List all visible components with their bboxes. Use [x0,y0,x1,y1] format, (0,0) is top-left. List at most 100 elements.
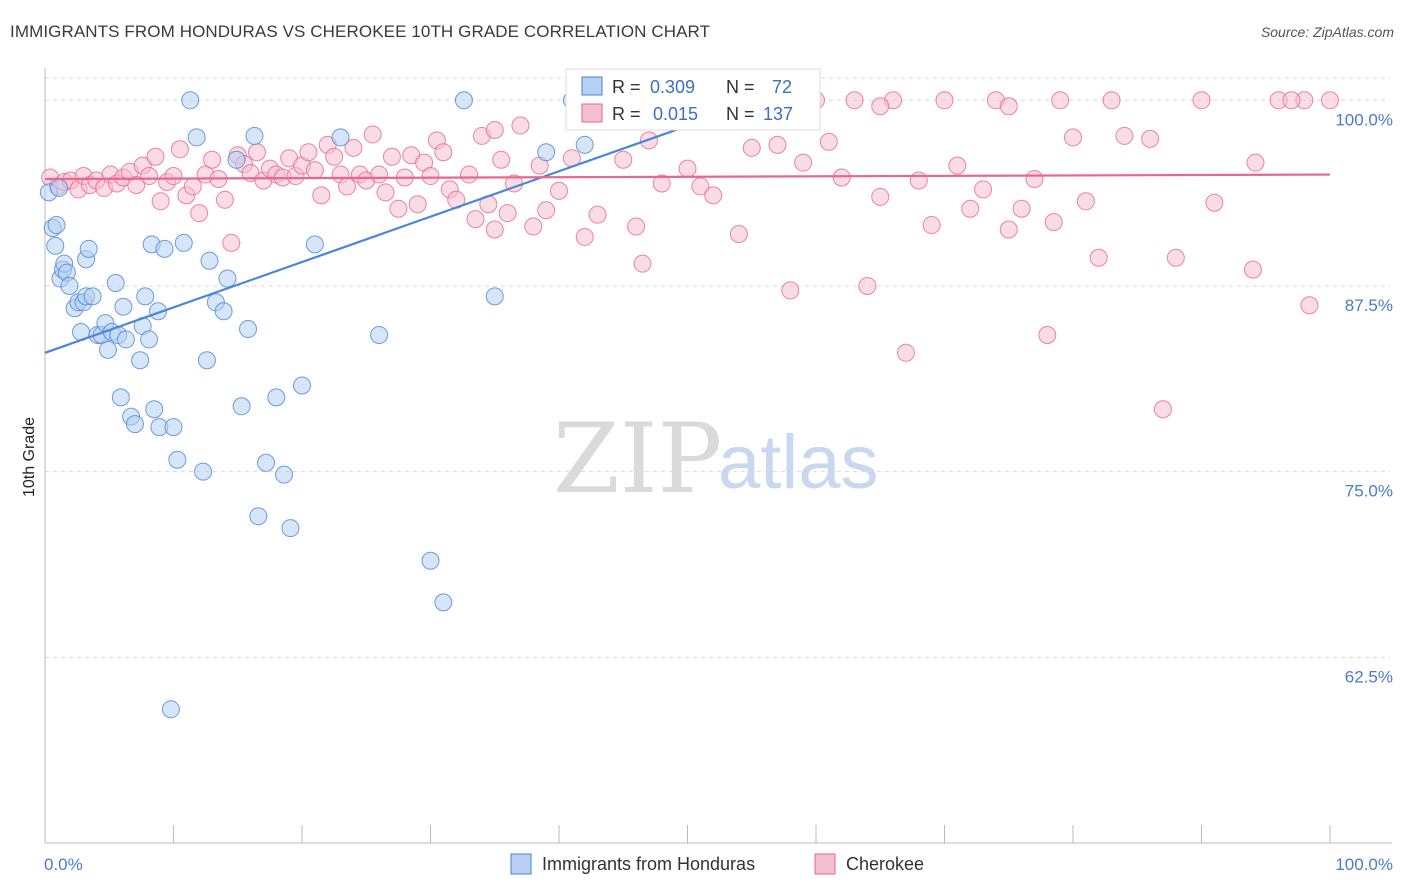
cherokee-point-96 [794,153,813,172]
honduras-point-8 [60,276,79,295]
cherokee-point-126 [1205,193,1224,212]
cherokee-point-42 [312,186,331,205]
cherokee-point-92 [742,138,761,157]
cherokee-point-122 [1141,129,1160,148]
honduras-point-66 [575,135,594,154]
stats-n-label-pink: N = [726,104,755,124]
honduras-point-33 [145,400,164,419]
cherokee-point-69 [492,150,511,169]
source-label: Source: ZipAtlas.com [1260,24,1394,40]
cherokee-point-13 [127,175,146,194]
cherokee-point-27 [215,190,234,209]
honduras-point-58 [331,128,350,147]
cherokee-point-61 [434,143,453,162]
cherokee-point-25 [203,150,222,169]
cherokee-point-65 [466,210,485,229]
cherokee-point-23 [190,204,209,223]
cherokee-point-75 [537,201,556,220]
honduras-point-31 [140,330,159,349]
stats-box: R = 0.309 N = 72 R = 0.015 N = 137 [565,68,821,131]
cherokee-point-20 [170,140,189,159]
stats-n-value-pink: 137 [763,104,793,124]
cherokee-point-87 [678,159,697,178]
cherokee-point-83 [633,254,652,273]
honduras-point-36 [155,239,174,258]
cherokee-point-101 [858,276,877,295]
y-tick-label-0: 62.5% [1345,667,1393,686]
cherokee-point-79 [588,205,607,224]
cherokee-point-121 [1115,126,1134,145]
honduras-point-41 [187,128,206,147]
honduras-point-38 [168,450,187,469]
chart-title: IMMIGRANTS FROM HONDURAS VS CHEROKEE 10T… [10,22,711,41]
cherokee-point-50 [363,125,382,144]
honduras-point-45 [214,302,233,321]
cherokee-point-81 [614,150,633,169]
honduras-point-37 [164,418,183,437]
cherokee-point-70 [498,204,517,223]
cherokee-point-123 [1153,400,1172,419]
y-tick-label-3: 100.0% [1335,110,1393,129]
cherokee-point-133 [1044,213,1063,232]
trend-lines [44,106,1331,354]
honduras-point-48 [232,397,251,416]
stats-box-bg [565,68,821,131]
legend-swatch-honduras [510,853,532,875]
cherokee-point-132 [1300,296,1319,315]
cherokee-point-102 [871,187,890,206]
cherokee-point-116 [1051,91,1070,110]
cherokee-point-91 [729,224,748,243]
honduras-point-52 [257,453,276,472]
cherokee-point-113 [1012,199,1031,218]
cherokee-point-95 [781,281,800,300]
y-tick-labels: 62.5% 75.0% 87.5% 100.0% [1335,110,1393,686]
honduras-point-53 [267,388,286,407]
watermark-atlas: atlas [718,420,879,505]
honduras-point-16 [83,287,102,306]
honduras-point-60 [421,551,440,570]
watermark-zip: ZIP [553,403,722,515]
honduras-point-63 [485,287,504,306]
honduras-point-59 [370,325,389,344]
cherokee-point-68 [485,220,504,239]
cherokee-point-114 [1025,170,1044,189]
honduras-point-43 [200,251,219,270]
honduras-point-49 [239,320,258,339]
honduras-point-71 [161,700,180,719]
honduras-point-27 [125,415,144,434]
cherokee-point-52 [376,183,395,202]
cherokee-point-28 [222,233,241,252]
honduras-trend-line [44,106,740,354]
cherokee-point-105 [909,171,928,190]
honduras-point-25 [116,330,135,349]
cherokee-point-98 [819,132,838,151]
cherokee-point-16 [146,147,165,166]
y-axis-label: 10th Grade [21,417,38,497]
honduras-point-30 [136,287,155,306]
cherokee-point-82 [627,217,646,236]
honduras-point-64 [537,143,556,162]
honduras-point-62 [454,91,473,110]
cherokee-point-40 [299,143,318,162]
honduras-point-24 [111,388,130,407]
honduras-point-39 [174,233,193,252]
cherokee-point-100 [845,91,864,110]
cherokee-point-125 [1192,91,1211,110]
cherokee-point-59 [421,167,440,186]
cherokee-point-130 [1321,91,1339,110]
stats-r-value-blue: 0.309 [650,77,695,97]
cherokee-point-127 [1243,260,1262,279]
honduras-point-56 [293,376,311,395]
cherokee-point-134 [999,97,1018,116]
honduras-point-68 [197,351,216,370]
honduras-point-15 [79,239,98,258]
cherokee-point-117 [1064,128,1082,147]
honduras-point-2 [46,236,65,255]
cherokee-point-109 [961,199,980,218]
cherokee-point-108 [948,156,967,175]
cherokee-point-112 [999,220,1018,239]
legend: Immigrants from Honduras Cherokee [510,853,924,875]
cherokee-point-131 [1246,153,1265,172]
cherokee-point-107 [935,91,954,110]
